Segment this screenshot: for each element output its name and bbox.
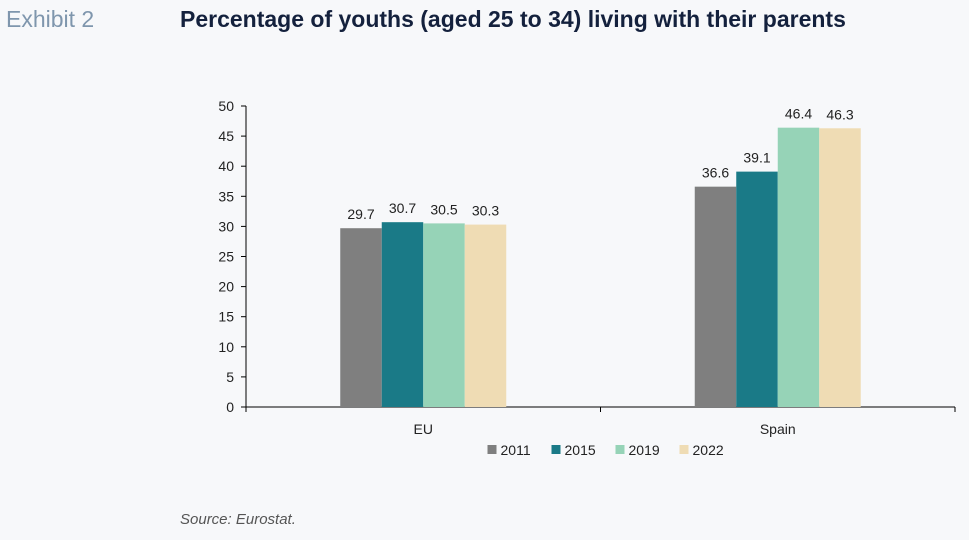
y-tick-label: 40 xyxy=(218,158,234,174)
data-label: 30.3 xyxy=(472,203,499,219)
data-label: 36.6 xyxy=(702,165,729,181)
y-tick-label: 45 xyxy=(218,128,234,144)
x-category-label: Spain xyxy=(760,421,796,437)
data-label: 46.3 xyxy=(826,106,853,122)
bar-chart: 0 5 10 15 20 25 30 35 40 45 50 EU Spain 29.7 30.7 30.… xyxy=(218,98,956,458)
legend-swatch xyxy=(679,445,689,454)
legend-swatch xyxy=(551,445,561,454)
y-tick-label: 35 xyxy=(218,188,234,204)
legend-label: 2015 xyxy=(565,442,596,458)
y-tick-label: 5 xyxy=(226,369,234,385)
x-category-label: EU xyxy=(414,421,433,437)
bar xyxy=(423,223,465,407)
legend-swatch xyxy=(615,445,625,454)
chart-title: Percentage of youths (aged 25 to 34) liv… xyxy=(180,6,846,32)
exhibit-label: Exhibit 2 xyxy=(6,6,95,32)
y-axis: 0 5 10 15 20 25 30 35 40 45 50 xyxy=(218,98,247,415)
bar xyxy=(694,186,737,407)
y-tick-label: 25 xyxy=(218,249,234,265)
bar xyxy=(464,224,507,407)
legend-label: 2011 xyxy=(501,442,531,458)
legend: 2011 2015 2019 2022 xyxy=(487,442,724,458)
bar xyxy=(381,222,424,407)
source-note: Source: Eurostat. xyxy=(180,511,296,528)
y-tick-label: 50 xyxy=(218,98,234,114)
legend-swatch xyxy=(487,445,497,454)
y-tick-label: 15 xyxy=(218,309,234,325)
y-tick-label: 0 xyxy=(226,399,234,415)
y-tick-label: 20 xyxy=(218,279,234,295)
bars: 29.7 30.7 30.5 30.3 36.6 39.1 46.4 46.3 xyxy=(340,106,861,408)
legend-label: 2022 xyxy=(693,442,724,458)
bar xyxy=(736,171,778,407)
bar xyxy=(819,128,861,408)
legend-label: 2019 xyxy=(629,442,660,458)
bar xyxy=(777,127,820,407)
data-label: 46.4 xyxy=(785,106,812,122)
data-label: 39.1 xyxy=(743,150,770,166)
y-tick-label: 30 xyxy=(218,218,234,234)
data-label: 30.7 xyxy=(389,200,416,216)
y-tick-label: 10 xyxy=(218,339,234,355)
bar xyxy=(340,228,382,407)
data-label: 30.5 xyxy=(430,201,457,217)
data-label: 29.7 xyxy=(347,206,374,222)
x-axis: EU Spain xyxy=(245,406,956,437)
